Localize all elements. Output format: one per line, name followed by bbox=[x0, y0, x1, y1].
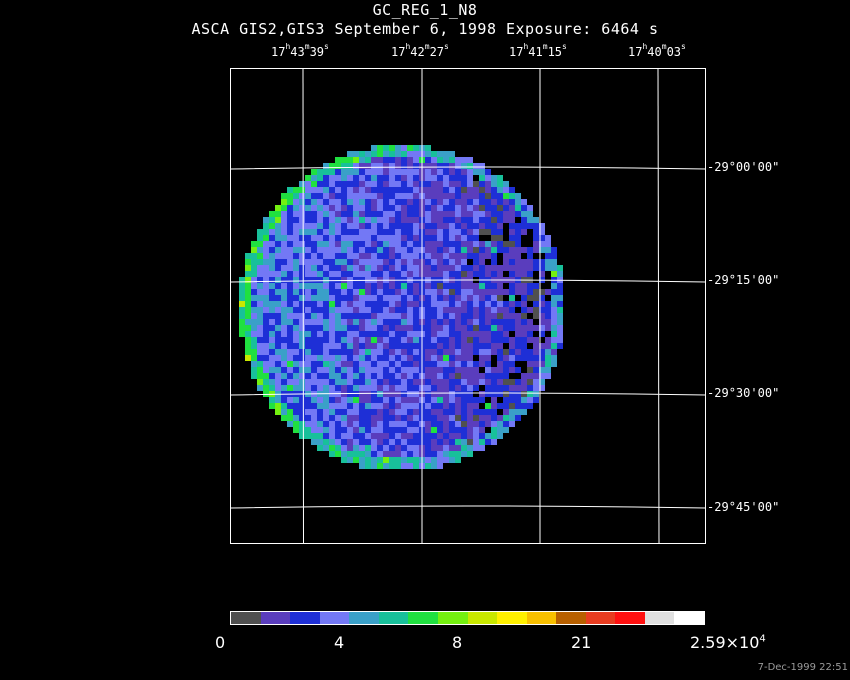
dec-tick-label: -29°00'00" bbox=[707, 160, 780, 174]
plot-frame bbox=[230, 68, 706, 544]
dec-tick-label: -29°15'00" bbox=[707, 273, 780, 287]
colorbar-swatch bbox=[378, 612, 409, 624]
xray-image bbox=[239, 145, 563, 469]
ra-tick-label: 17h43m39s bbox=[271, 42, 329, 59]
ra-gridline bbox=[657, 68, 660, 544]
colorbar-swatch bbox=[231, 612, 261, 624]
image-subtitle: ASCA GIS2,GIS3 September 6, 1998 Exposur… bbox=[191, 20, 659, 38]
colorbar-label: 21 bbox=[571, 633, 592, 652]
colorbar-swatch bbox=[319, 612, 350, 624]
colorbar-max-label: 2.59×104 bbox=[690, 633, 766, 652]
dec-gridline bbox=[230, 279, 706, 283]
dec-gridline bbox=[230, 166, 706, 170]
colorbar-swatch bbox=[497, 612, 527, 624]
colorbar-swatch bbox=[260, 612, 291, 624]
colorbar-label: 8 bbox=[452, 633, 463, 652]
colorbar-swatch bbox=[644, 612, 675, 624]
image-title: GC_REG_1_N8 bbox=[372, 1, 478, 19]
dec-tick-label: -29°30'00" bbox=[707, 386, 780, 400]
colorbar-swatch bbox=[615, 612, 645, 624]
ra-tick-label: 17h40m03s bbox=[628, 42, 686, 59]
colorbar-swatch bbox=[290, 612, 320, 624]
ra-tick-label: 17h41m15s bbox=[509, 42, 567, 59]
colorbar-label: 0 bbox=[215, 633, 226, 652]
colorbar-swatch bbox=[467, 612, 498, 624]
colorbar-swatch bbox=[556, 612, 586, 624]
timestamp: 7-Dec-1999 22:51 bbox=[757, 662, 848, 673]
colorbar bbox=[230, 611, 705, 625]
colorbar-swatch bbox=[437, 612, 468, 624]
colorbar-swatch bbox=[408, 612, 438, 624]
colorbar-swatch bbox=[349, 612, 379, 624]
sky-image-plot bbox=[230, 68, 706, 544]
colorbar-swatch bbox=[674, 612, 704, 624]
colorbar-label: 4 bbox=[334, 633, 345, 652]
dec-gridline bbox=[230, 392, 706, 396]
colorbar-swatch bbox=[526, 612, 557, 624]
ra-gridline bbox=[302, 68, 304, 544]
dec-gridline bbox=[230, 505, 706, 509]
ra-tick-label: 17h42m27s bbox=[391, 42, 449, 59]
coordinate-grid bbox=[230, 68, 706, 544]
dec-tick-label: -29°45'00" bbox=[707, 500, 780, 514]
colorbar-swatch bbox=[585, 612, 616, 624]
